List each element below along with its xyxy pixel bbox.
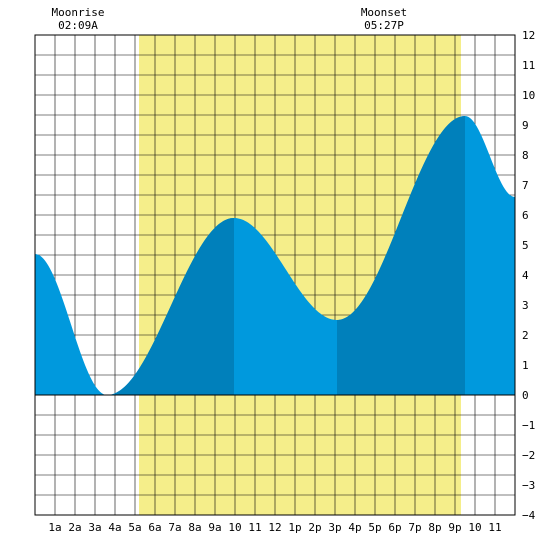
y-tick-label: 4	[522, 269, 529, 282]
x-tick-label: 2p	[308, 521, 321, 534]
x-tick-label: 8a	[188, 521, 201, 534]
x-tick-label: 11	[248, 521, 261, 534]
y-tick-label: −2	[522, 449, 535, 462]
x-tick-label: 4p	[348, 521, 361, 534]
x-tick-label: 1a	[48, 521, 61, 534]
y-tick-label: 9	[522, 119, 529, 132]
x-tick-label: 12	[268, 521, 281, 534]
y-tick-label: 3	[522, 299, 529, 312]
y-tick-label: 7	[522, 179, 529, 192]
moonset-time: 05:27P	[364, 19, 404, 32]
x-tick-label: 1p	[288, 521, 301, 534]
y-tick-label: 1	[522, 359, 529, 372]
y-tick-label: −3	[522, 479, 535, 492]
y-tick-label: 2	[522, 329, 529, 342]
x-tick-labels: 1a 2a 3a 4a 5a 6a 7a 8a 9a 10 11 12 1p 2p 3p 4p 5p 6p 7p 8p…	[48, 521, 501, 534]
x-tick-label: 3a	[88, 521, 101, 534]
tide-area-dark-2	[337, 116, 465, 395]
plot-frame	[34, 34, 516, 516]
x-tick-label: 4a	[108, 521, 121, 534]
y-tick-label: 0	[522, 389, 529, 402]
x-tick-label: 9p	[448, 521, 461, 534]
x-tick-label: 10	[228, 521, 241, 534]
x-tick-label: 5a	[128, 521, 141, 534]
x-tick-label: 3p	[328, 521, 341, 534]
moonrise-time: 02:09A	[58, 19, 98, 32]
x-tick-label: 10	[468, 521, 481, 534]
tide-area-dark-1	[115, 218, 234, 395]
x-tick-label: 11	[488, 521, 501, 534]
y-tick-label: 10	[522, 89, 535, 102]
x-tick-label: 8p	[428, 521, 441, 534]
x-tick-label: 7p	[408, 521, 421, 534]
tide-area	[35, 116, 515, 395]
grid-overlay	[34, 34, 516, 516]
y-tick-label: −4	[522, 509, 536, 522]
y-tick-label: 5	[522, 239, 529, 252]
x-tick-label: 9a	[208, 521, 221, 534]
x-tick-label: 6a	[148, 521, 161, 534]
y-tick-label: 12	[522, 29, 535, 42]
moonrise-label: Moonrise	[52, 6, 105, 19]
x-tick-label: 5p	[368, 521, 381, 534]
y-tick-label: 11	[522, 59, 535, 72]
x-tick-label: 7a	[168, 521, 181, 534]
y-tick-label: 8	[522, 149, 529, 162]
x-tick-label: 6p	[388, 521, 401, 534]
moonset-label: Moonset	[361, 6, 407, 19]
x-tick-label: 2a	[68, 521, 81, 534]
y-tick-label: −1	[522, 419, 535, 432]
y-tick-label: 6	[522, 209, 529, 222]
